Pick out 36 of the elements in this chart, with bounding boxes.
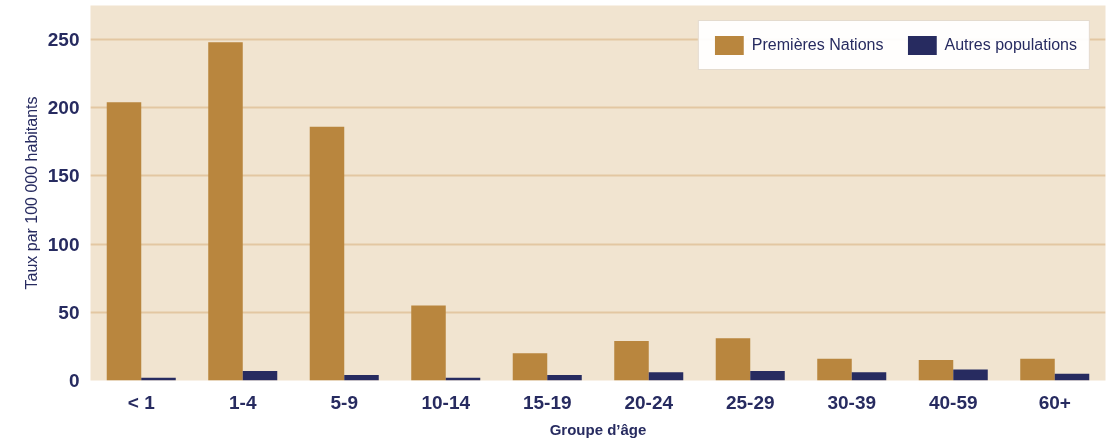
x-tick-label: 15-19 xyxy=(522,391,572,413)
bar xyxy=(715,338,751,381)
bar xyxy=(648,372,684,381)
x-tick-label: 30-39 xyxy=(827,391,877,413)
bar xyxy=(512,353,548,381)
legend-label: Premières Nations xyxy=(751,36,884,54)
bar xyxy=(953,369,988,381)
bar xyxy=(547,375,582,381)
x-tick-label: 60+ xyxy=(1038,391,1071,413)
bar xyxy=(614,340,649,381)
y-tick-label: 250 xyxy=(47,29,80,51)
bar xyxy=(309,126,345,381)
y-tick-label: 200 xyxy=(47,97,80,119)
bar xyxy=(1020,358,1055,381)
legend-label: Autres populations xyxy=(944,36,1077,54)
bar xyxy=(817,358,852,381)
x-tick-label: 5-9 xyxy=(330,391,358,413)
bar xyxy=(106,102,142,381)
y-tick-label: 0 xyxy=(68,370,80,391)
bar xyxy=(208,42,243,381)
bar xyxy=(344,375,379,381)
y-tick-label: 50 xyxy=(58,301,80,323)
x-tick-label: 40-59 xyxy=(928,391,978,413)
x-tick-label: 25-29 xyxy=(725,391,775,413)
bar xyxy=(411,305,446,381)
y-tick-label: 100 xyxy=(47,233,80,255)
bar xyxy=(242,370,278,381)
x-tick-label: < 1 xyxy=(127,391,156,413)
x-tick-label: 1-4 xyxy=(229,391,257,413)
bar xyxy=(750,370,785,381)
bar xyxy=(851,372,887,381)
y-axis-title: Taux par 100 000 habitants xyxy=(22,96,40,290)
x-tick-label: 10-14 xyxy=(421,391,471,413)
y-tick-label: 150 xyxy=(47,165,80,187)
x-tick-label: 20-24 xyxy=(624,391,674,413)
x-axis-title: Groupe d’âge xyxy=(549,420,647,438)
